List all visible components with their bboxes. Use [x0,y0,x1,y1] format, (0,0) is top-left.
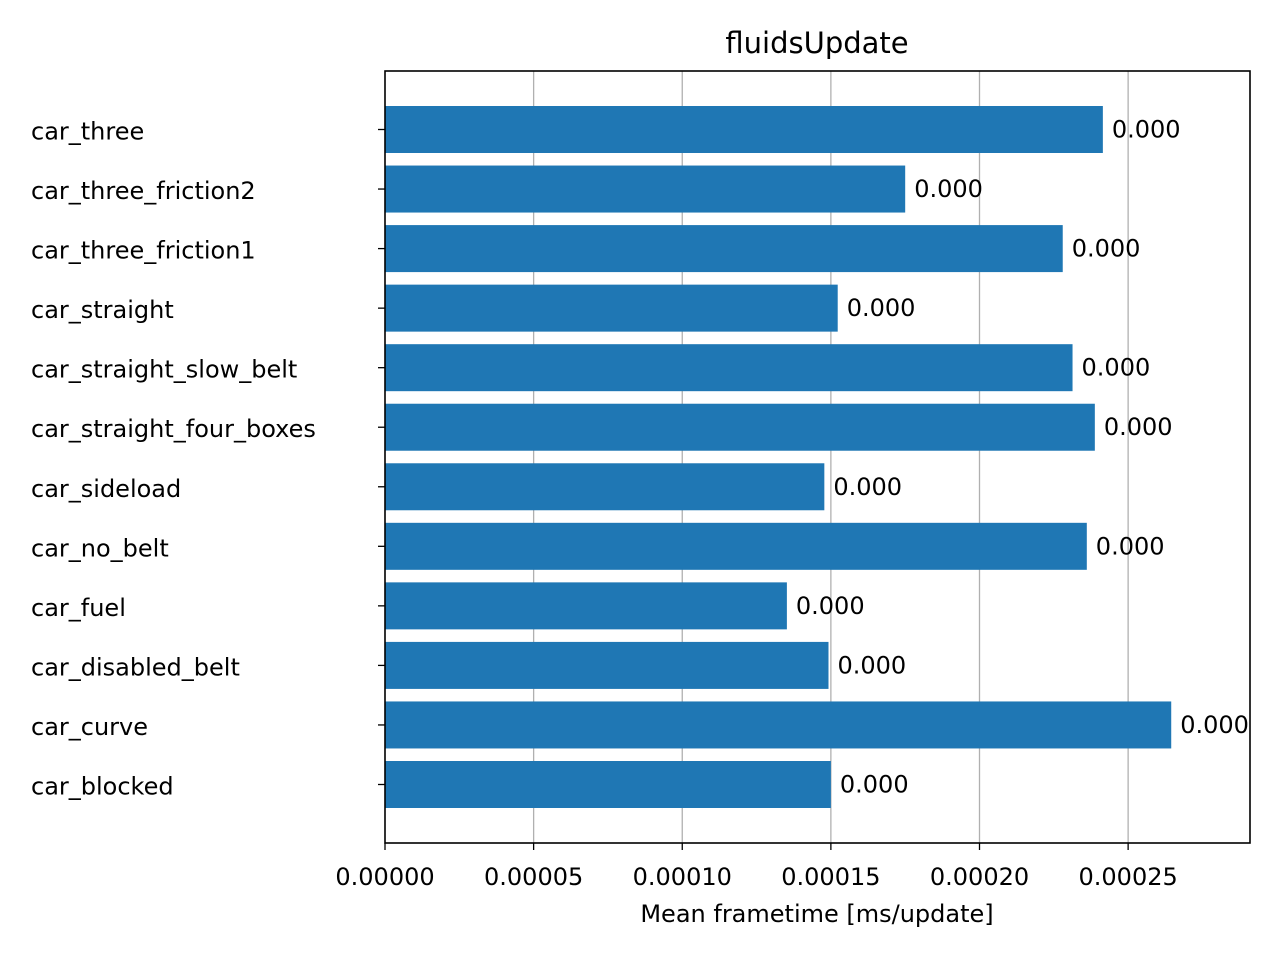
y-tick-label: car_curve [31,713,148,741]
x-tick-label: 0.00000 [335,863,434,891]
data-label: 0.000 [833,473,902,501]
data-label: 0.000 [840,771,909,799]
data-label: 0.000 [1180,711,1249,739]
bar-car-sideload [385,463,825,511]
x-axis: 0.00000 0.00005 0.00010 0.00015 0.00020 0.000… [335,843,1178,891]
y-tick-label: car_three_friction1 [31,237,256,265]
bar-car-curve [385,701,1172,749]
bar-car-disabled-belt [385,641,829,689]
bar-car-three-friction2 [385,165,906,213]
bar-car-blocked [385,761,831,808]
y-tick-label: car_three_friction2 [31,177,256,205]
y-tick-label: car_fuel [31,594,126,622]
data-label: 0.000 [1082,354,1151,382]
x-axis-label: Mean frametime [ms/update] [640,900,993,928]
bar-car-fuel [385,582,787,630]
x-tick-label: 0.00020 [930,863,1029,891]
data-label: 0.000 [837,651,906,679]
data-label: 0.000 [1104,413,1173,441]
y-tick-label: car_sideload [31,475,181,503]
data-label: 0.000 [1112,116,1181,144]
y-tick-label: car_blocked [31,773,174,801]
x-tick-label: 0.00025 [1079,863,1178,891]
y-axis: car_three car_three_friction2 car_three_fr… [31,118,385,801]
data-label: 0.000 [1096,532,1165,560]
bar-car-straight [385,284,838,332]
x-tick-label: 0.00015 [781,863,880,891]
bars [385,106,1172,808]
data-label: 0.000 [1072,235,1141,263]
y-tick-label: car_no_belt [31,534,169,562]
x-tick-label: 0.00005 [484,863,583,891]
y-tick-label: car_straight_four_boxes [31,415,316,443]
y-tick-label: car_disabled_belt [31,653,240,681]
plot-frame [384,70,1251,844]
chart-title: fluidsUpdate [725,26,908,60]
y-tick-label: car_straight_slow_belt [31,356,297,384]
bar-car-straight-four-boxes [385,403,1095,451]
bar-car-three [385,106,1103,153]
bar-car-three-friction1 [385,225,1063,273]
x-tick-label: 0.00010 [633,863,732,891]
data-labels: 0.000 0.000 0.000 0.000 0.000 0.000 0.000 0.000… [796,116,1249,799]
y-tick-label: car_straight [31,296,174,324]
data-label: 0.000 [847,294,916,322]
data-label: 0.000 [796,592,865,620]
bar-car-straight-slow-belt [385,344,1073,392]
y-tick-label: car_three [31,118,144,146]
bar-car-no-belt [385,522,1087,570]
data-label: 0.000 [914,175,983,203]
